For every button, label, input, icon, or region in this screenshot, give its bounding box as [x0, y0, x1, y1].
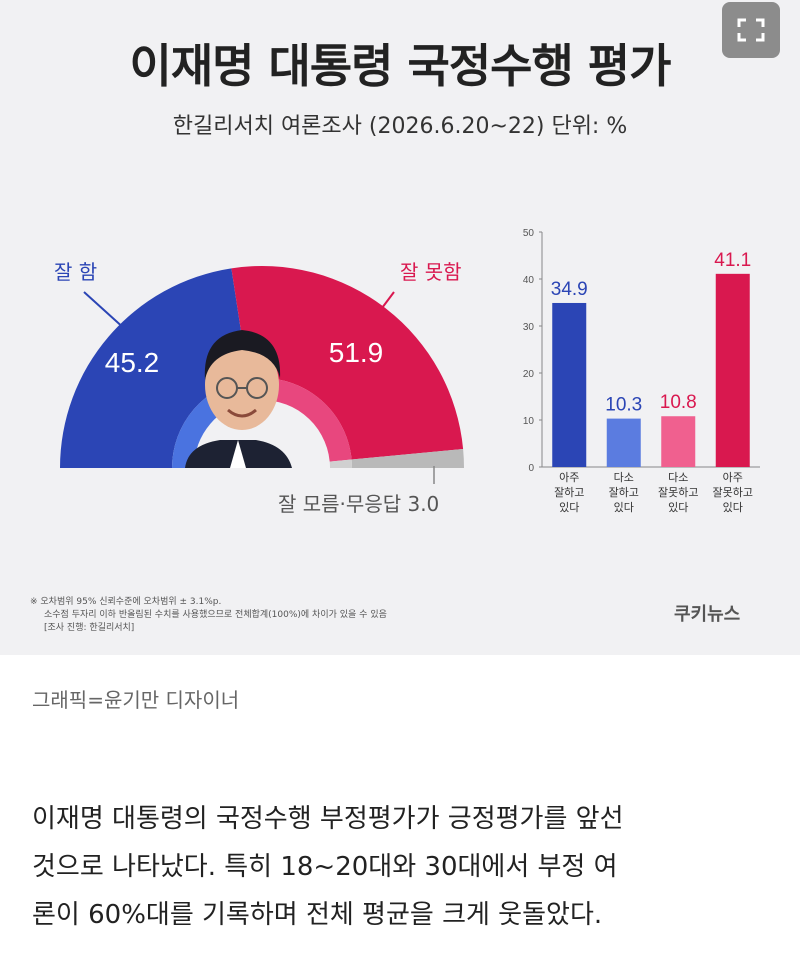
- category-label: 아주: [559, 471, 579, 484]
- expand-icon: [737, 18, 765, 42]
- category-label: 다소: [668, 471, 688, 484]
- bar-value-label: 41.1: [714, 250, 751, 271]
- bar-value-label: 34.9: [551, 279, 588, 300]
- y-tick-label: 0: [528, 463, 534, 474]
- bar: [552, 302, 587, 467]
- legend-label-bad: 잘 못함: [400, 260, 462, 284]
- category-label: 있다: [668, 501, 688, 514]
- category-label: 잘못하고: [713, 485, 753, 499]
- brand-logo: 쿠키뉴스: [674, 604, 741, 625]
- approval-half-donut: 45.2 51.9: [60, 266, 464, 484]
- chart-title: 이재명 대통령 국정수행 평가: [129, 39, 672, 93]
- slice-bad: [231, 266, 464, 460]
- category-label: 있다: [559, 501, 579, 514]
- article-line: 론이 60%대를 기록하며 전체 평균을 크게 웃돌았다.: [32, 900, 603, 930]
- category-label: 잘못하고: [658, 485, 698, 499]
- category-label: 잘하고: [609, 485, 639, 499]
- y-tick-label: 40: [523, 275, 535, 286]
- chart-subtitle: 한길리서치 여론조사 (2026.6.20~22) 단위: %: [172, 114, 628, 139]
- footnote-line: [조사 진행: 한길리서치]: [44, 623, 135, 633]
- footnote-line: 소수점 두자리 이하 반올림된 수치를 사용했으므로 전체합계(100%)에 차…: [44, 610, 387, 620]
- slice-inner-unknown: [329, 459, 352, 468]
- bar-value-label: 10.8: [660, 392, 697, 413]
- y-tick-label: 30: [523, 322, 535, 333]
- category-label: 있다: [614, 501, 634, 514]
- image-caption: 그래픽=윤기만 디자이너: [32, 688, 240, 712]
- bar: [715, 273, 750, 467]
- bar: [606, 418, 641, 467]
- article-line: 것으로 나타났다. 특히 18~20대와 30대에서 부정 여: [32, 852, 618, 882]
- y-tick-label: 50: [523, 228, 535, 239]
- slice-unknown: [351, 449, 464, 468]
- expand-button[interactable]: [722, 2, 780, 58]
- value-label-good: 45.2: [105, 347, 160, 378]
- legend-label-unknown: 잘 모름·무응답 3.0: [278, 492, 440, 516]
- footnote-line: ※ 오차범위 95% 신뢰수준에 오차범위 ± 3.1%p.: [30, 597, 222, 607]
- president-portrait: [185, 330, 292, 468]
- footnote: ※ 오차범위 95% 신뢰수준에 오차범위 ± 3.1%p. 소수점 두자리 이…: [30, 596, 387, 635]
- legend-label-good: 잘 함: [54, 260, 98, 284]
- category-label: 잘하고: [554, 485, 584, 499]
- slice-good: [60, 268, 249, 468]
- y-tick-label: 10: [523, 416, 535, 427]
- bar-value-label: 10.3: [605, 395, 642, 416]
- value-label-bad: 51.9: [329, 337, 384, 368]
- category-label: 아주: [723, 471, 743, 484]
- article-body: 이재명 대통령의 국정수행 부정평가가 긍정평가를 앞선 것으로 나타났다. 특…: [32, 795, 772, 939]
- bar: [661, 416, 696, 467]
- article-line: 이재명 대통령의 국정수행 부정평가가 긍정평가를 앞선: [32, 804, 624, 834]
- category-label: 있다: [723, 501, 743, 514]
- category-label: 다소: [614, 471, 634, 484]
- y-tick-label: 20: [523, 369, 535, 380]
- infographic: 이재명 대통령 국정수행 평가 한길리서치 여론조사 (2026.6.20~22…: [0, 0, 800, 655]
